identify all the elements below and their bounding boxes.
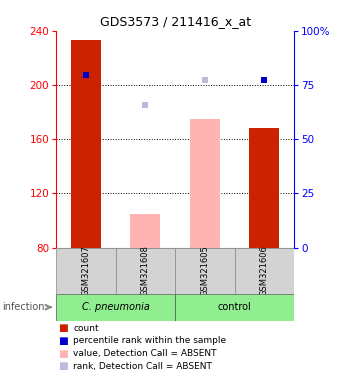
Bar (175, 248, 235, 294)
Text: GSM321605: GSM321605 (200, 245, 209, 296)
Text: value, Detection Call = ABSENT: value, Detection Call = ABSENT (73, 349, 217, 358)
Bar (235, 248, 294, 294)
Bar (56, 294, 175, 321)
Text: ■: ■ (58, 361, 68, 371)
Bar (250, 128, 279, 248)
Text: GDS3573 / 211416_x_at: GDS3573 / 211416_x_at (100, 15, 251, 28)
Text: count: count (73, 324, 99, 333)
Text: ■: ■ (58, 336, 68, 346)
Text: GSM321608: GSM321608 (141, 245, 150, 296)
Text: rank, Detection Call = ABSENT: rank, Detection Call = ABSENT (73, 362, 212, 371)
Text: ■: ■ (58, 349, 68, 359)
Text: ■: ■ (58, 323, 68, 333)
Bar (56, 248, 116, 294)
Text: infection: infection (2, 302, 44, 312)
Bar (190, 119, 220, 248)
Bar (116, 248, 175, 294)
Text: control: control (218, 302, 252, 312)
Bar (175, 294, 294, 321)
Text: C. pneumonia: C. pneumonia (82, 302, 150, 312)
Text: GSM321606: GSM321606 (260, 245, 269, 296)
Text: GSM321607: GSM321607 (81, 245, 90, 296)
Text: percentile rank within the sample: percentile rank within the sample (73, 336, 226, 346)
Bar (71, 40, 101, 248)
Bar (131, 214, 160, 248)
